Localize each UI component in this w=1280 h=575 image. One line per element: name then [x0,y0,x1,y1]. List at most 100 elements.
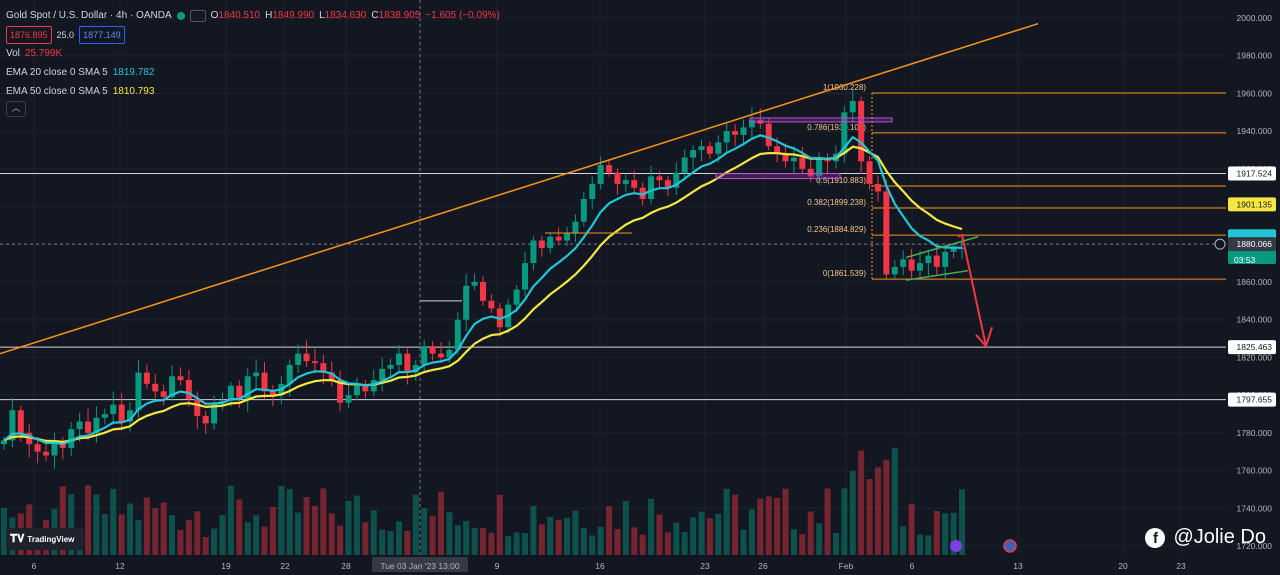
candle-body [1,440,7,445]
ohlc-change: −1.605 (−0.09%) [425,9,500,21]
buy-button[interactable]: 1877.149 [79,25,125,44]
candle-body [261,372,268,392]
volume-bar [874,467,881,555]
fibonacci-retracement: 1(1960.228) 0.786(1939.109) 0.5(1910.883) 0… [807,83,1226,280]
volume-bar [480,528,486,555]
candle-body [723,131,730,143]
candle-body [589,183,596,200]
candle-body [774,146,781,154]
time-tick-label: 22 [280,561,290,571]
volume-bar [135,520,142,555]
volume-bar [488,532,495,555]
volume-bar [715,513,722,555]
volume-bar [774,497,781,555]
volume-bar [177,529,184,555]
volume-bar [690,517,697,555]
drawings [0,22,1260,570]
candle-body [185,380,192,399]
volume-bar [841,488,848,555]
volume-bar [185,519,192,555]
volume-bar [597,527,604,555]
volume-bar [648,498,655,555]
volume-bar [765,496,772,555]
candle-body [790,157,797,162]
volume-bar [127,503,134,555]
volume-bar [883,459,890,555]
price-tick-label: 1940.000 [1237,126,1273,136]
candle-body [379,368,386,381]
volume-bar [538,524,545,555]
candle-body [454,319,461,350]
price-tick-label: 1860.000 [1237,277,1273,287]
volume-bar [202,536,209,555]
volume-bar [572,510,579,555]
candle-body [387,364,394,369]
ema-lines [3,134,963,446]
time-tick-label: 20 [1118,561,1128,571]
volume-bar [824,488,831,555]
candle-body [900,259,907,267]
candle-body [690,150,697,158]
volume-bars [1,447,965,555]
volume-bar [916,534,923,555]
indicator-vol[interactable]: Vol 25.799K [6,47,63,59]
candle-body [522,263,529,290]
volume-bar [211,528,218,555]
candle-body [429,346,436,354]
candle-body [925,255,932,264]
volume-bar [395,521,402,555]
fib-level-label: 0.5(1910.883) [816,176,866,185]
volume-bar [933,511,940,555]
candle-body [295,353,302,365]
candle-body [253,372,260,377]
volume-bar [622,500,629,555]
candle-body [9,410,16,441]
volume-bar [664,532,671,555]
indicator-ema50[interactable]: EMA 50 close 0 SMA 5 1810.793 [6,85,155,97]
volume-bar [379,529,386,555]
candle-body [404,353,411,373]
volume-bar [463,520,470,555]
volume-bar [328,513,335,555]
candle-body [866,161,873,184]
crosshair-time-bg [372,557,468,572]
volume-bar [698,511,705,555]
candle-body [269,391,276,396]
volume-bar [908,503,915,555]
price-tick-label: 1980.000 [1237,51,1273,61]
volume-bar [236,499,243,555]
candle-body [883,191,890,275]
candle-body [765,123,772,147]
candle-body [580,199,587,222]
volume-bar [959,489,965,555]
volume-bar [555,519,562,555]
indicator-ema20[interactable]: EMA 20 close 0 SMA 5 1819.782 [6,66,155,78]
volume-bar [891,447,898,555]
sell-button[interactable]: 1876.895 [6,25,52,44]
candle-body [68,429,75,448]
candle-body [101,414,108,418]
symbol-title[interactable]: Gold Spot / U.S. Dollar · 4h · OANDA [6,9,172,21]
candle-body [942,251,949,267]
arrow-head [975,326,993,349]
channel-top-line [905,236,979,259]
channel-bottom-line [905,269,969,281]
collapse-legend-chevron-icon[interactable]: ︿ [6,101,26,117]
chart-legend: Gold Spot / U.S. Dollar · 4h · OANDA O18… [6,6,500,101]
candle-body [286,364,293,384]
volume-bar [143,497,150,555]
candle-body [782,153,789,162]
ohlc-low: L1834.630 [319,9,367,21]
zone-box [749,117,893,123]
us-flag-event-icon [1003,539,1017,553]
time-tick-label: 6 [910,561,915,571]
volume-bar [782,488,789,555]
candle-body [933,255,940,267]
candle-body [513,289,520,305]
candle-body [480,282,486,301]
volume-bar [706,518,713,555]
candle-body [236,385,243,399]
volume-bar [849,471,856,555]
eye-icon[interactable] [189,9,206,22]
